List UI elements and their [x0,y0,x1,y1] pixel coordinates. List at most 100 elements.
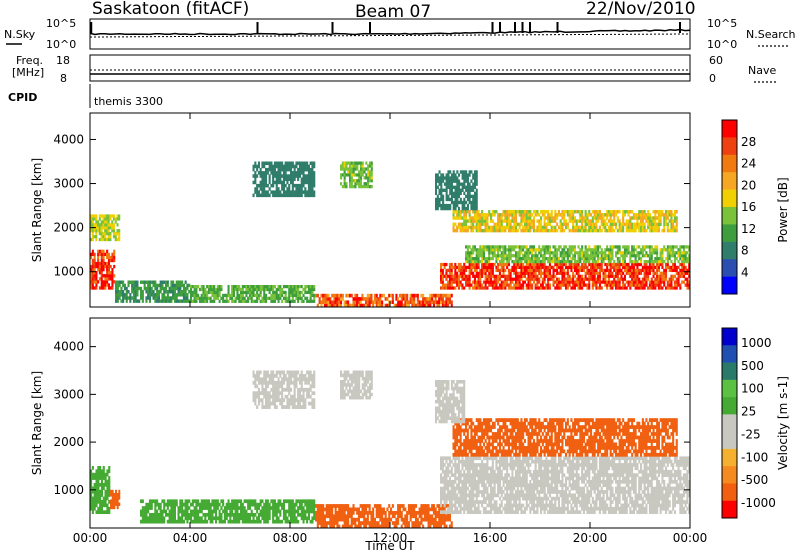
heatmap-cell [449,269,451,272]
heatmap-cell [528,213,530,216]
heatmap-cell [488,260,490,263]
heatmap-cell [588,226,590,229]
heatmap-cell [644,269,646,272]
heatmap-cell [444,275,446,278]
heatmap-cell [278,165,280,169]
heatmap-cell [588,278,590,281]
heatmap-cell [206,294,208,297]
heatmap-cell [110,490,112,493]
heatmap-cell [467,226,469,229]
heatmap-cell [579,269,581,272]
heatmap-cell [456,176,458,179]
heatmap-cell [110,499,112,502]
heatmap-cell [494,210,496,213]
heatmap-cell [622,257,624,260]
heatmap-cell [161,510,163,514]
heatmap-cell [319,300,321,304]
heatmap-cell [263,184,265,188]
heatmap-cell [524,260,526,263]
heatmap-cell [260,174,262,178]
heatmap-cell [553,275,555,278]
heatmap-cell [301,285,303,288]
heatmap-cell [579,286,581,289]
heatmap-cell [542,257,544,260]
heatmap-cell [304,162,306,166]
heatmap-cell [631,210,633,213]
heatmap-cell [563,216,565,219]
heatmap-cell [540,226,542,229]
heatmap-cell [281,162,283,166]
heatmap-cell [151,290,153,293]
heatmap-cell [486,226,488,229]
heatmap-cell [281,165,283,169]
heatmap-cell [260,513,262,517]
heatmap-cell [290,503,292,507]
heatmap-cell [476,284,478,287]
heatmap-cell [169,290,171,293]
heatmap-cell [156,520,158,524]
heatmap-cell [260,291,262,294]
heatmap-cell [665,213,667,216]
heatmap-cell [565,260,567,263]
heatmap-cell [306,174,308,178]
heatmap-cell [481,286,483,289]
heatmap-cell [286,168,288,172]
heatmap-cell [304,402,306,406]
heatmap-cell [604,248,606,251]
heatmap-cell [510,278,512,281]
heatmap-cell [274,384,276,388]
heatmap-cell [640,269,642,272]
heatmap-cell [506,213,508,216]
heatmap-cell [506,254,508,257]
heatmap-cell [165,284,167,287]
heatmap-cell [476,251,478,254]
heatmap-cell [267,297,269,300]
heatmap-cell [410,297,412,301]
heatmap-cell [253,503,255,507]
heatmap-cell [267,405,269,409]
heatmap-cell [254,398,256,402]
heatmap-cell [265,174,267,178]
heatmap-cell [101,277,103,280]
heatmap-cell [465,210,467,213]
heatmap-cell [306,371,308,375]
heatmap-cell [145,513,147,517]
heatmap-cell [286,384,288,388]
heatmap-cell [299,398,301,402]
heatmap-cell [569,266,571,269]
heatmap-cell [194,510,196,514]
heatmap-cell [231,499,233,503]
heatmap-cell [588,257,590,260]
heatmap-cell [640,223,642,226]
heatmap-cell [515,213,517,216]
heatmap-cell [188,513,190,517]
heatmap-cell [108,480,110,484]
heatmap-cell [163,499,165,503]
heatmap-cell [465,189,467,192]
heatmap-cell [370,294,372,298]
heatmap-cell [599,284,601,287]
heatmap-cell [524,245,526,248]
heatmap-cell [292,374,294,378]
heatmap-cell [235,288,237,291]
heatmap-cell [297,168,299,172]
heatmap-cell [167,281,169,284]
heatmap-cell [629,272,631,275]
heatmap-cell [265,181,267,185]
heatmap-cell [576,219,578,222]
heatmap-cell [299,291,301,294]
heatmap-cell [285,294,287,297]
heatmap-cell [288,297,290,300]
heatmap-cell [279,294,281,297]
heatmap-cell [115,284,117,287]
heatmap-cell [595,226,597,229]
heatmap-cell [295,384,297,388]
heatmap-cell [647,275,649,278]
heatmap-cell [194,285,196,288]
heatmap-cell [515,284,517,287]
heatmap-cell [313,513,315,517]
heatmap-cell [194,513,196,517]
heatmap-cell [231,510,233,514]
heatmap-cell [362,164,364,167]
heatmap-cell [510,251,512,254]
